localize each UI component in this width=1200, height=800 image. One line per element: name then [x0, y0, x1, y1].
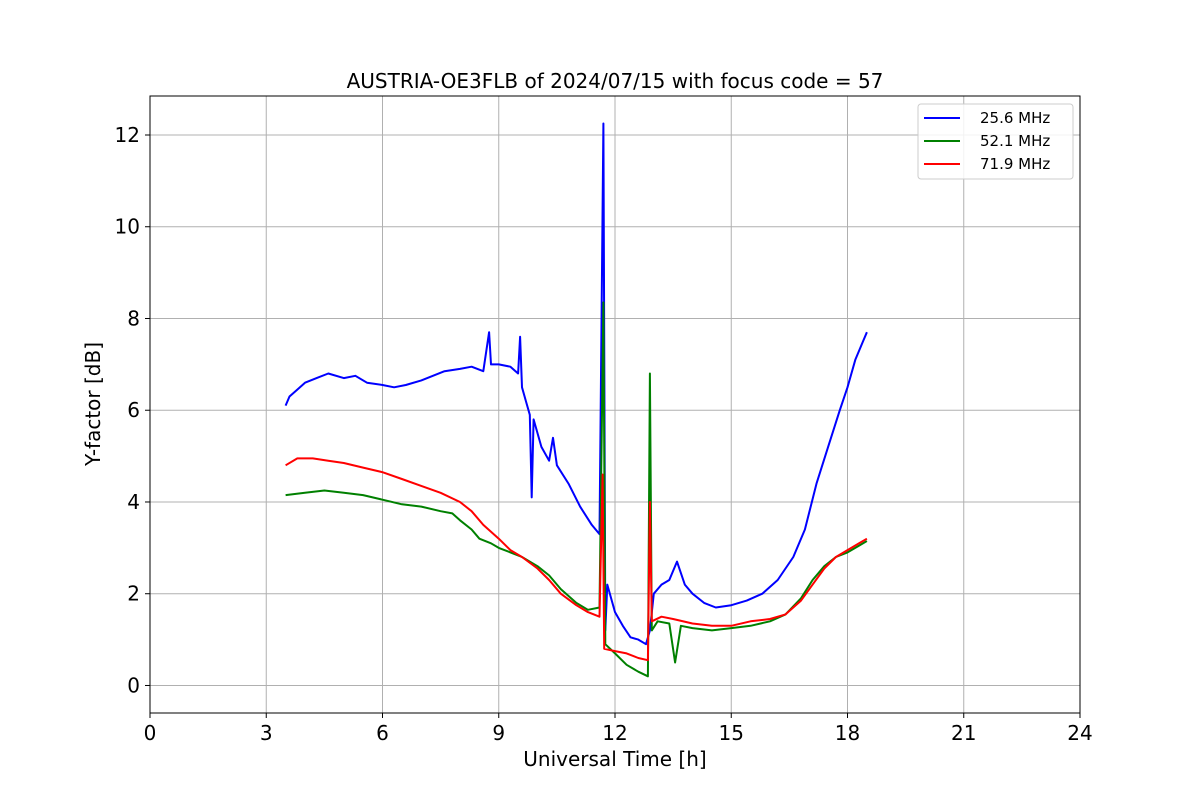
y-tick-label: 10 — [115, 215, 140, 239]
x-tick-label: 3 — [260, 721, 273, 745]
legend: 25.6 MHz 52.1 MHz 71.9 MHz — [917, 103, 1074, 180]
x-tick-label: 12 — [602, 721, 627, 745]
legend-label: 52.1 MHz — [980, 132, 1050, 150]
y-tick-label: 6 — [127, 398, 140, 422]
y-tick-label: 12 — [115, 123, 140, 147]
y-tick-label: 8 — [127, 306, 140, 330]
x-tick-label: 0 — [144, 721, 157, 745]
y-tick-label: 4 — [127, 490, 140, 514]
series-line-25-6-mhz — [284, 122, 868, 646]
series-lines — [284, 122, 868, 678]
series-line-71-9-mhz — [285, 457, 868, 662]
legend-box — [917, 103, 1074, 180]
x-tick-label: 21 — [951, 721, 976, 745]
y-axis-label: Y-factor [dB] — [81, 342, 105, 467]
y-tick-label: 0 — [127, 673, 140, 697]
x-tick-label: 9 — [492, 721, 505, 745]
chart-title: AUSTRIA-OE3FLB of 2024/07/15 with focus … — [347, 69, 884, 93]
x-tick-label: 18 — [835, 721, 860, 745]
grid-lines — [149, 96, 1081, 713]
y-tick-label: 2 — [127, 582, 140, 606]
legend-label: 25.6 MHz — [980, 109, 1050, 127]
legend-label: 71.9 MHz — [980, 155, 1050, 173]
x-tick-label: 6 — [376, 721, 389, 745]
x-tick-label: 15 — [719, 721, 744, 745]
x-tick-label: 24 — [1067, 721, 1092, 745]
x-axis-label: Universal Time [h] — [523, 747, 706, 771]
series-line-52-1-mhz — [285, 301, 868, 678]
